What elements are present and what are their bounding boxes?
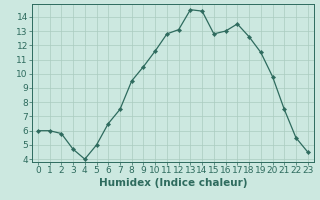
X-axis label: Humidex (Indice chaleur): Humidex (Indice chaleur) [99, 178, 247, 188]
